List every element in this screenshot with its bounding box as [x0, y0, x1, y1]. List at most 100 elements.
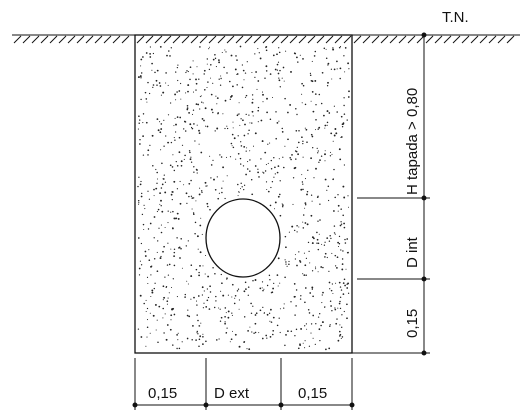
stipple-dot — [146, 326, 149, 328]
stipple-dot — [148, 92, 151, 95]
stipple-dot — [173, 217, 176, 220]
stipple-dot — [342, 214, 344, 217]
stipple-dot — [238, 191, 240, 193]
stipple-dot — [200, 151, 203, 154]
stipple-dot — [244, 281, 247, 284]
stipple-dot — [309, 72, 312, 75]
stipple-dot — [203, 69, 206, 72]
stipple-dot — [191, 339, 193, 341]
stipple-dot — [189, 66, 192, 69]
stipple-dot — [231, 283, 234, 286]
stipple-dot — [221, 51, 223, 54]
stipple-dot — [202, 307, 205, 309]
stipple-dot — [165, 285, 168, 288]
stipple-dot — [343, 310, 345, 313]
stipple-dot — [220, 77, 222, 80]
stipple-dot — [265, 65, 268, 68]
stipple-dot — [183, 158, 185, 160]
stipple-dot — [335, 132, 338, 135]
stipple-dot — [287, 330, 289, 332]
stipple-dot — [264, 151, 267, 154]
stipple-dot — [295, 328, 298, 331]
stipple-dot — [277, 165, 280, 167]
stipple-dot — [348, 68, 350, 70]
stipple-dot — [181, 144, 184, 146]
stipple-dot — [186, 107, 189, 109]
stipple-dot — [314, 129, 317, 131]
stipple-dot — [224, 315, 226, 318]
stipple-dot — [229, 156, 232, 158]
stipple-dot — [189, 158, 192, 161]
stipple-dot — [145, 310, 147, 313]
stipple-dot — [302, 58, 304, 60]
stipple-dot — [346, 238, 349, 240]
ground-hatch-stroke — [271, 35, 280, 44]
stipple-dot — [170, 193, 173, 196]
stipple-dot — [272, 329, 275, 332]
stipple-dot — [144, 208, 146, 210]
ground-hatch-stroke — [217, 35, 226, 44]
stipple-dot — [220, 290, 222, 292]
stipple-dot — [215, 66, 217, 68]
stipple-dot — [199, 251, 202, 254]
stipple-dot — [175, 160, 177, 163]
stipple-dot — [219, 308, 221, 310]
stipple-dot — [199, 265, 201, 267]
stipple-dot — [281, 77, 283, 79]
stipple-dot — [172, 227, 174, 229]
stipple-dot — [338, 46, 341, 49]
stipple-dot — [331, 310, 333, 312]
stipple-dot — [216, 127, 219, 130]
stipple-dot — [337, 241, 339, 244]
stipple-dot — [191, 126, 193, 129]
stipple-dot — [159, 85, 162, 87]
stipple-dot — [148, 198, 151, 200]
stipple-dot — [237, 183, 239, 186]
stipple-dot — [229, 98, 231, 101]
stipple-dot — [348, 90, 350, 93]
stipple-dot — [234, 297, 236, 299]
stipple-dot — [173, 248, 176, 251]
stipple-dot — [310, 194, 313, 196]
stipple-dot — [192, 60, 194, 62]
stipple-dot — [337, 204, 340, 207]
stipple-dot — [302, 183, 304, 185]
stipple-dot — [340, 337, 342, 340]
stipple-dot — [344, 284, 346, 287]
stipple-dot — [191, 127, 194, 130]
stipple-dot — [150, 295, 152, 298]
stipple-dot — [272, 54, 275, 57]
stipple-dot — [328, 240, 331, 242]
stipple-dot — [281, 127, 283, 130]
stipple-dot — [265, 334, 268, 337]
stipple-dot — [169, 102, 172, 104]
stipple-dot — [296, 146, 298, 149]
stipple-dot — [295, 130, 298, 132]
stipple-dot — [339, 335, 341, 337]
terrain-label: T.N. — [442, 9, 469, 26]
stipple-dot — [163, 174, 165, 176]
stipple-dot — [277, 195, 280, 198]
stipple-dot — [153, 257, 156, 260]
stipple-dot — [176, 116, 179, 118]
stipple-dot — [295, 158, 297, 160]
stipple-dot — [255, 71, 258, 73]
stipple-dot — [340, 136, 343, 138]
stipple-dot — [179, 202, 182, 205]
stipple-dot — [186, 280, 188, 282]
horizontal-dimensions — [132, 358, 355, 410]
stipple-dot — [249, 122, 251, 124]
stipple-dot — [243, 184, 246, 186]
stipple-dot — [164, 191, 167, 194]
stipple-dot — [324, 252, 327, 255]
stipple-dot — [311, 288, 313, 290]
stipple-dot — [229, 80, 231, 83]
stipple-dot — [139, 138, 141, 141]
stipple-dot — [139, 260, 141, 262]
stipple-dot — [151, 289, 154, 292]
stipple-dot — [207, 205, 209, 208]
stipple-dot — [204, 273, 206, 275]
stipple-dot — [168, 292, 170, 294]
stipple-dot — [317, 242, 320, 245]
stipple-dot — [220, 75, 222, 77]
